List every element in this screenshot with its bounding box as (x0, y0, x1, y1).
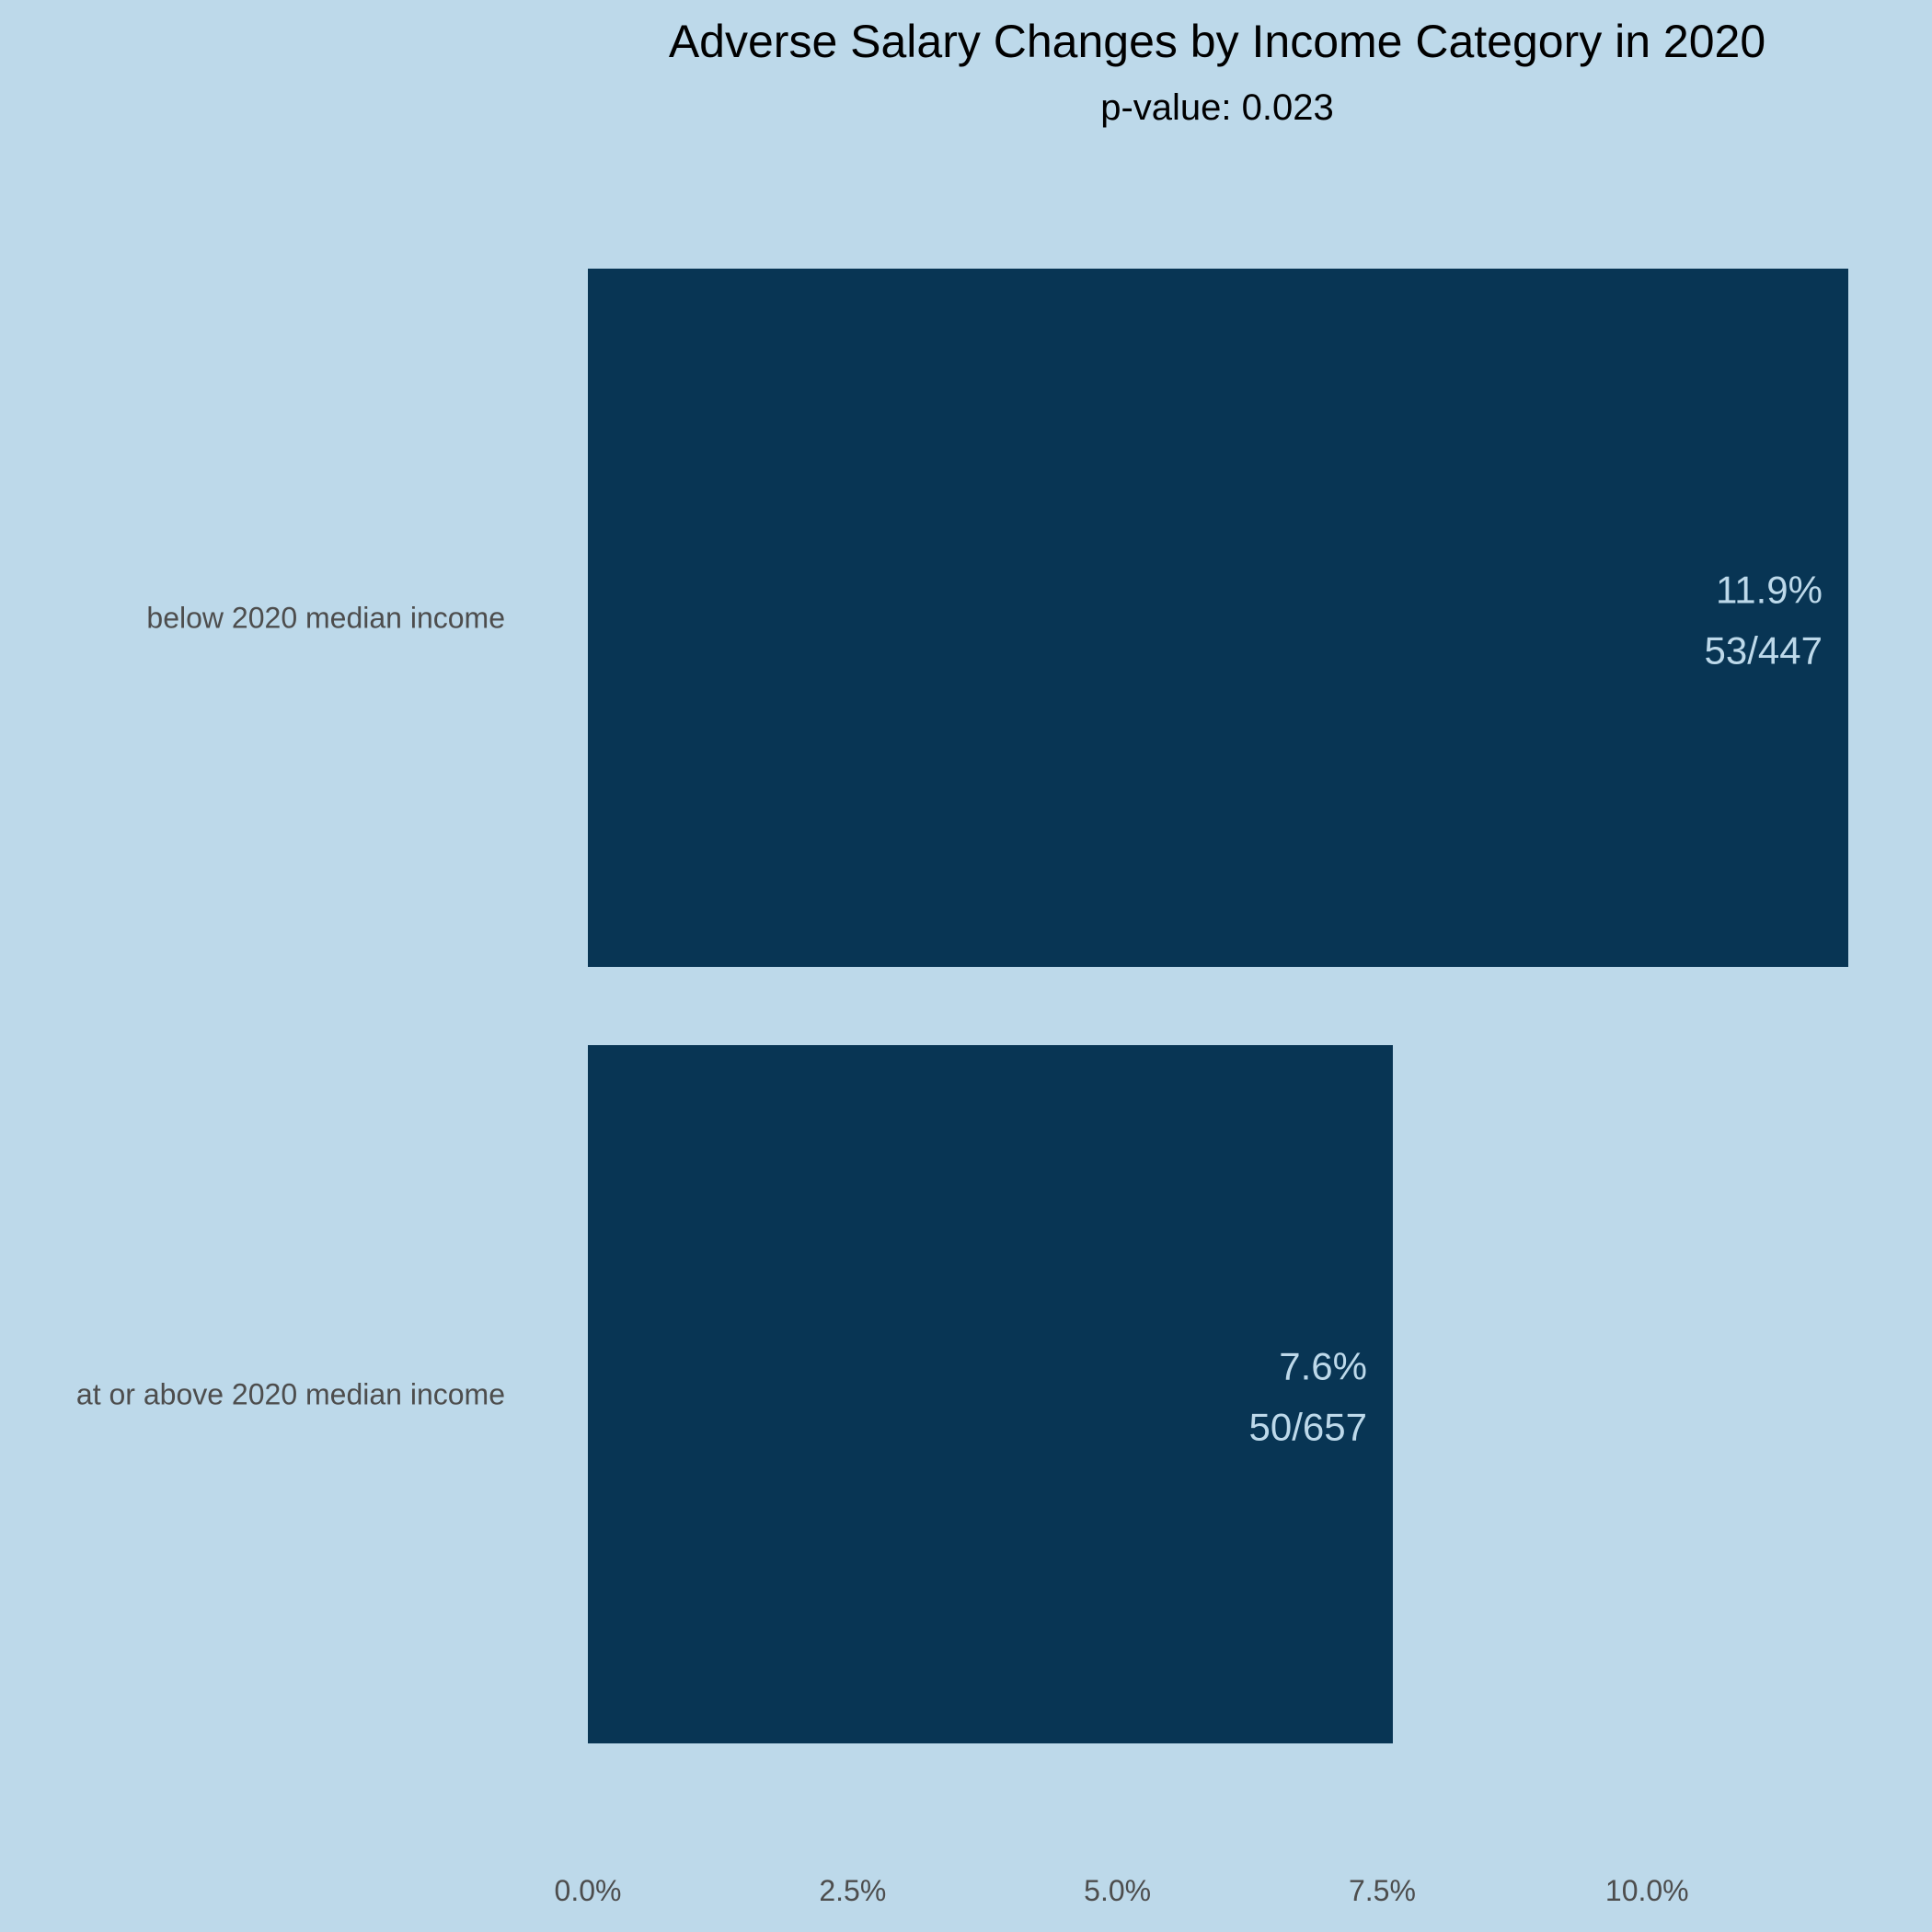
x-tick-label-4: 10.0% (1605, 1874, 1689, 1907)
bar-1 (588, 1045, 1393, 1743)
count-label-0: 53/447 (1705, 629, 1823, 673)
bar-0 (588, 269, 1848, 967)
count-label-1: 50/657 (1248, 1406, 1366, 1449)
chart-title: Adverse Salary Changes by Income Categor… (669, 16, 1765, 67)
chart-subtitle: p-value: 0.023 (1100, 87, 1334, 128)
category-label-1: at or above 2020 median income (76, 1378, 505, 1411)
value-label-0: 11.9% (1716, 569, 1823, 612)
x-tick-label-0: 0.0% (555, 1874, 622, 1907)
x-tick-label-3: 7.5% (1349, 1874, 1416, 1907)
bars-group: below 2020 median income 11.9% 53/447 at or… (76, 269, 1848, 1743)
x-tick-label-2: 5.0% (1084, 1874, 1151, 1907)
x-axis-ticks: 0.0% 2.5% 5.0% 7.5% 10.0% (555, 1874, 1689, 1907)
x-tick-label-1: 2.5% (819, 1874, 886, 1907)
value-label-1: 7.6% (1279, 1345, 1367, 1388)
category-label-0: below 2020 median income (146, 602, 505, 635)
